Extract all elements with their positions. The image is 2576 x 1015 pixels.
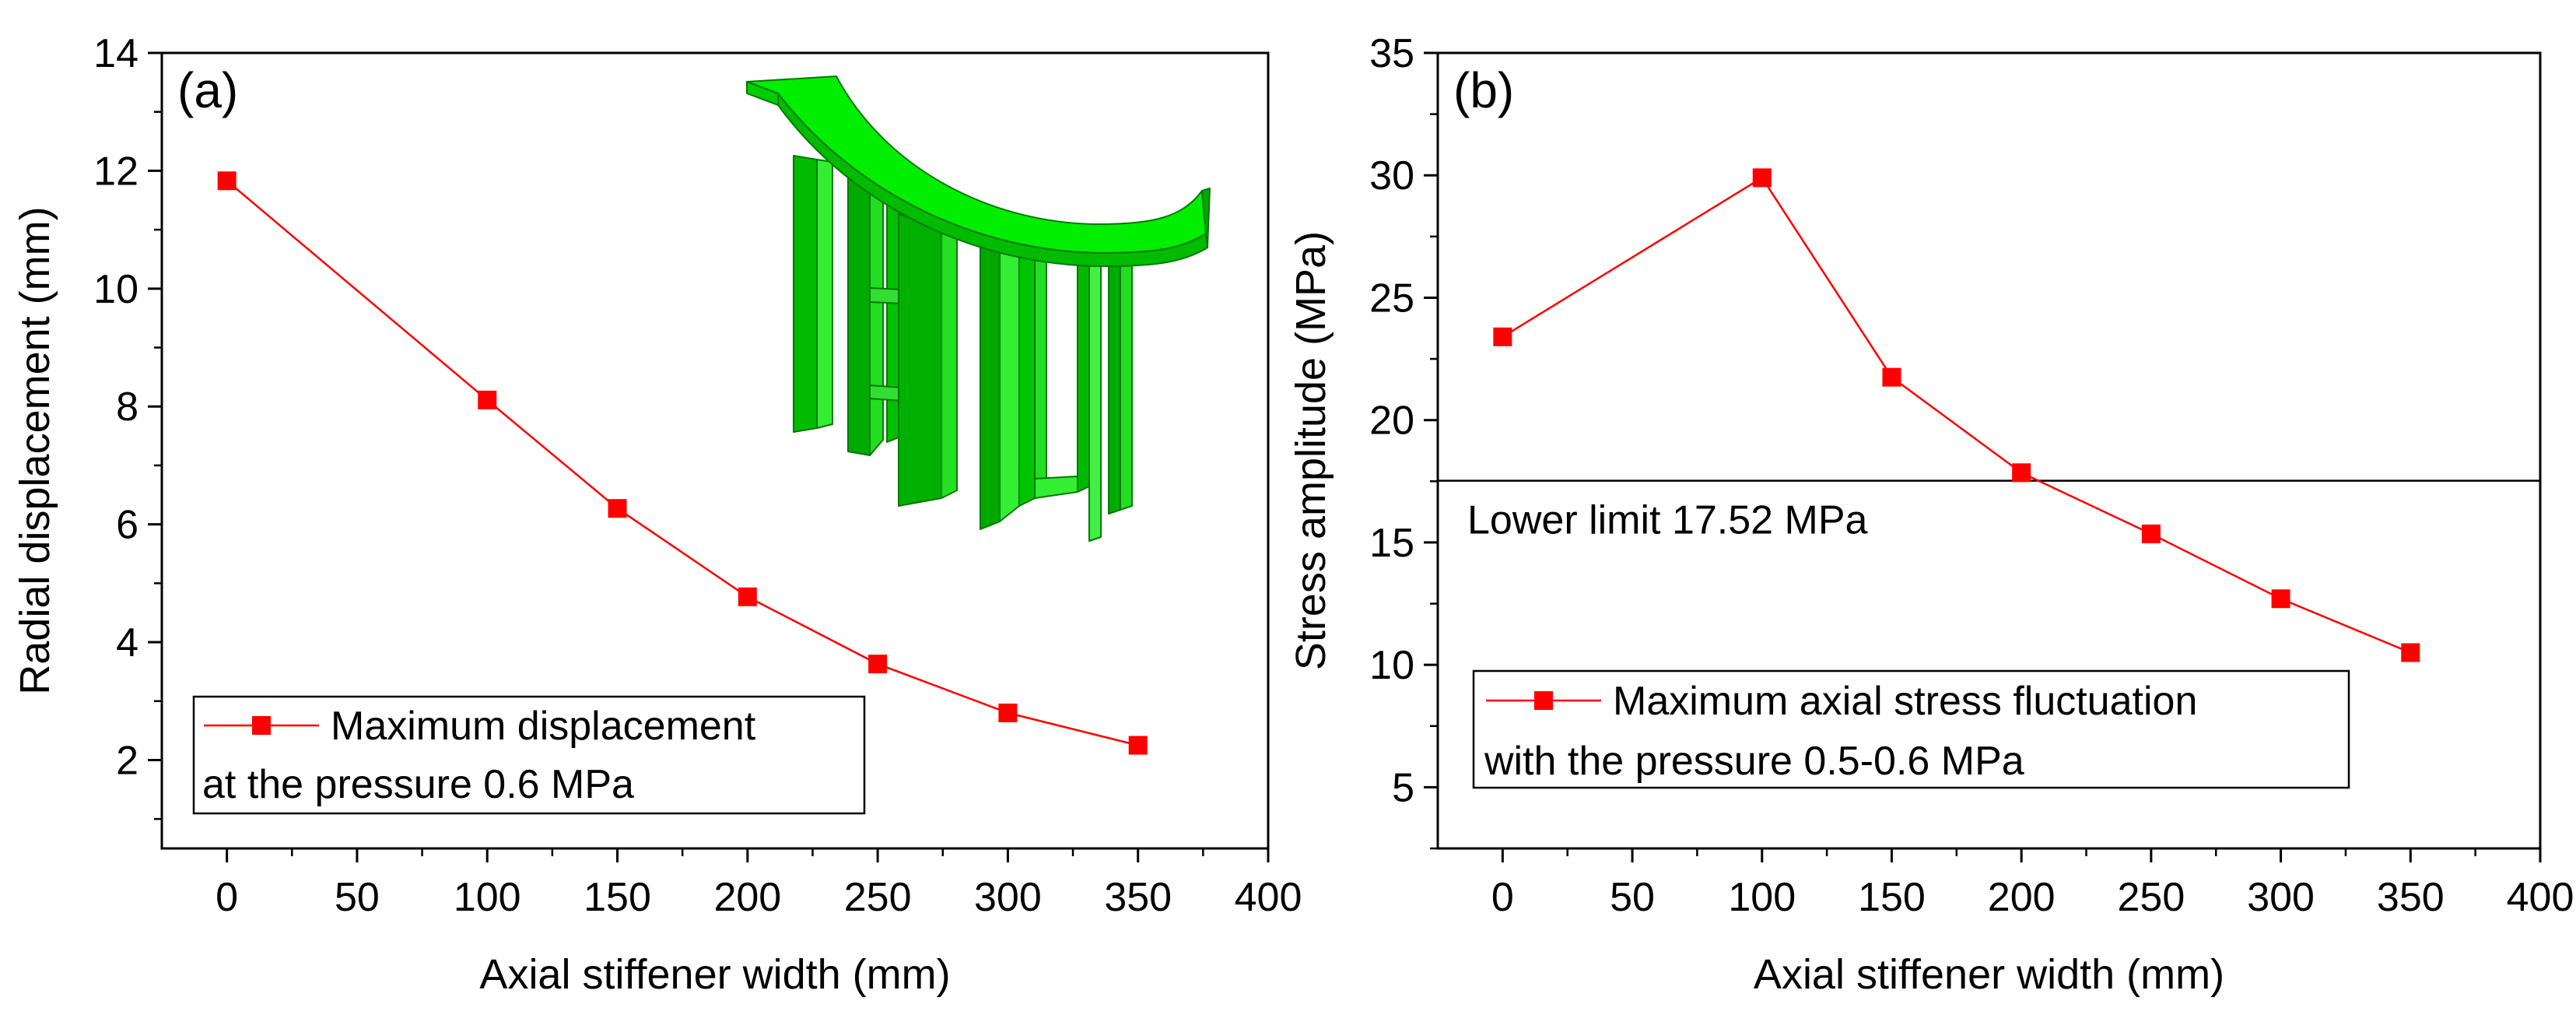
y-axis-label-a: Radial displacement (mm) [12, 206, 58, 694]
x-tick-label-b: 350 [2377, 875, 2445, 920]
lower-limit-label: Lower limit 17.52 MPa [1467, 498, 1868, 543]
data-point-b [1493, 327, 1512, 346]
y-tick-label-b: 10 [1369, 643, 1414, 688]
plot-frame-a [160, 51, 1270, 850]
y-tick-label-b: 15 [1369, 521, 1414, 566]
data-point-a [608, 499, 627, 518]
x-tick-label-a: 100 [454, 875, 521, 920]
data-point-b [1752, 168, 1772, 188]
data-point-a [868, 655, 888, 674]
legend-a-marker [252, 716, 271, 735]
x-tick-label-b: 150 [1858, 875, 1926, 920]
x-tick-label-a: 250 [844, 875, 912, 920]
data-point-a [1128, 736, 1148, 755]
plot-frame-b [1436, 51, 2542, 850]
legend-b-marker [1534, 691, 1553, 710]
y-tick-label-b: 20 [1369, 399, 1414, 444]
y-tick-label-b: 35 [1369, 31, 1414, 76]
data-point-b [1882, 367, 1901, 387]
x-tick-label-a: 300 [974, 875, 1042, 920]
x-axis-label-a: Axial stiffener width (mm) [479, 951, 950, 998]
data-point-a [738, 587, 757, 606]
y-tick-label-b: 25 [1369, 276, 1414, 321]
x-tick-label-a: 400 [1235, 875, 1302, 920]
x-tick-label-a: 0 [216, 875, 238, 920]
y-tick-label-b: 30 [1369, 153, 1414, 198]
x-tick-label-b: 100 [1728, 875, 1796, 920]
legend-a: Maximum displacement at the pressure 0.6… [192, 695, 866, 815]
data-point-a [478, 390, 497, 409]
x-tick-label-a: 350 [1104, 875, 1172, 920]
series-line-b [1502, 176, 2411, 654]
y-tick-label-a: 4 [116, 620, 138, 666]
panel-b: 0 50 100 150 200 250 300 350 400 5 10 15 20 25 30 35 Axi… [1288, 31, 2574, 998]
y-tick-label-a: 2 [116, 738, 138, 783]
legend-a-line1: Maximum displacement [331, 704, 756, 749]
legend-a-line2: at the pressure 0.6 MPa [202, 762, 634, 807]
x-tick-label-b: 0 [1491, 875, 1514, 920]
x-tick-label-a: 200 [713, 875, 781, 920]
x-tick-label-a: 50 [335, 875, 380, 920]
panel-a: 0 50 100 150 200 250 300 350 400 2 4 6 8 10 12 14 Axial … [12, 31, 1302, 998]
data-point-a [217, 171, 237, 191]
x-tick-label-b: 400 [2507, 875, 2574, 920]
legend-b-line1: Maximum axial stress fluctuation [1613, 679, 2197, 724]
legend-b-box [1472, 669, 2350, 789]
y-tick-label-a: 8 [116, 385, 138, 430]
panel-label-b: (b) [1453, 62, 1514, 118]
x-tick-label-b: 200 [1988, 875, 2056, 920]
stiffener-model-inset [746, 76, 1211, 542]
y-tick-label-a: 14 [93, 31, 138, 76]
data-point-a [998, 703, 1018, 722]
y-tick-label-a: 10 [93, 267, 138, 312]
y-axis-label-b: Stress amplitude (MPa) [1288, 231, 1334, 670]
y-tick-label-a: 6 [116, 503, 138, 548]
data-point-b [2401, 643, 2420, 662]
x-tick-label-b: 300 [2247, 875, 2315, 920]
x-axis-label-b: Axial stiffener width (mm) [1754, 951, 2224, 998]
x-tick-label-a: 150 [584, 875, 651, 920]
legend-b: Maximum axial stress fluctuation with th… [1472, 669, 2350, 789]
data-point-b [2012, 463, 2031, 483]
data-point-b [2271, 589, 2290, 609]
x-tick-label-b: 250 [2117, 875, 2185, 920]
data-point-b [2141, 524, 2161, 543]
panel-label-a: (a) [177, 62, 238, 118]
y-tick-label-a: 12 [93, 149, 138, 194]
legend-b-line2: with the pressure 0.5-0.6 MPa [1484, 739, 2024, 784]
x-tick-label-b: 50 [1610, 875, 1655, 920]
legend-a-box [192, 695, 866, 815]
y-tick-label-b: 5 [1392, 765, 1414, 810]
